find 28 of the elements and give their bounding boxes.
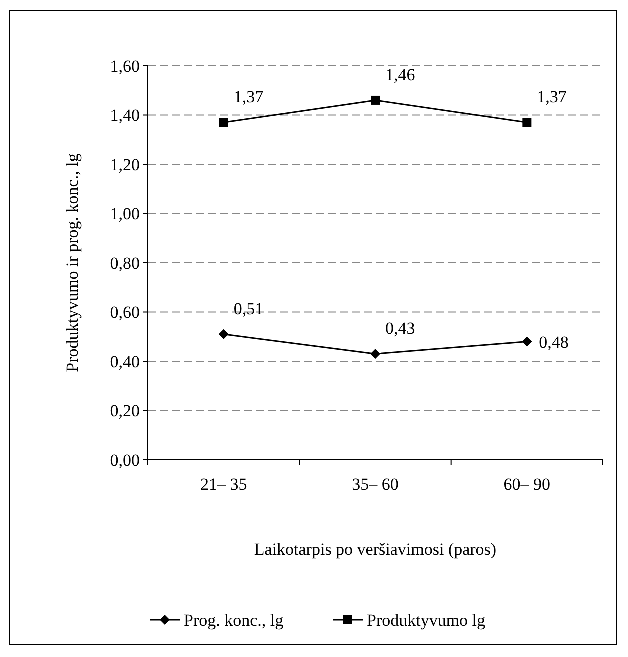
y-axis-title: Produktyvumo ir prog. konc., lg xyxy=(63,153,82,372)
point xyxy=(370,349,380,360)
data-label: 1,37 xyxy=(537,88,568,107)
y-tick-label: 0,80 xyxy=(110,254,140,273)
point xyxy=(522,118,532,128)
y-tick-label: 1,00 xyxy=(110,204,140,224)
y-tick-label: 1,40 xyxy=(110,106,140,126)
x-axis-title: Laikotarpis po veršiavimosi (paros) xyxy=(254,540,497,559)
point xyxy=(522,336,532,347)
legend-label: Prog. konc., lg xyxy=(184,610,284,630)
point xyxy=(218,329,229,340)
x-tick-label: 60– 90 xyxy=(504,475,551,494)
data-label: 0,51 xyxy=(234,299,264,318)
y-tick-label: 0,00 xyxy=(110,450,140,470)
x-tick-label: 35– 60 xyxy=(352,475,399,494)
y-tick-label: 1,60 xyxy=(110,56,140,76)
point xyxy=(219,118,228,128)
point xyxy=(371,96,380,105)
y-tick-label: 1,20 xyxy=(110,155,140,174)
data-label: 0,43 xyxy=(386,319,416,338)
legend-label: Produktyvumo lg xyxy=(367,610,486,630)
y-tick-label: 0,60 xyxy=(110,303,140,322)
data-label: 0,48 xyxy=(539,332,569,352)
data-label: 1,37 xyxy=(234,88,264,107)
data-label: 1,46 xyxy=(386,65,416,84)
y-tick-label: 0,40 xyxy=(110,352,140,372)
y-tick-label: 0,20 xyxy=(110,402,140,421)
x-tick-label: 21– 35 xyxy=(200,475,248,494)
